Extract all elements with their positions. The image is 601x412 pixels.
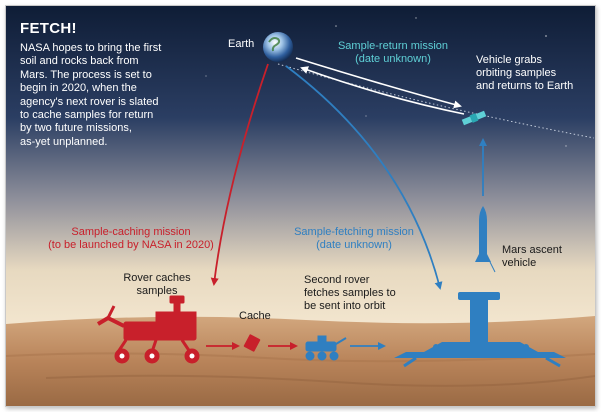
fetching-mission-title: Sample-fetching mission [294, 226, 414, 238]
ascent-vehicle-label: Mars ascent vehicle [502, 244, 562, 270]
second-rover-line: fetches samples to [304, 286, 396, 299]
earth-globe-icon [263, 32, 293, 62]
fetching-mission-arrow [285, 65, 443, 290]
ascent-vehicle-line: vehicle [502, 257, 537, 270]
fetching-mission-label: Sample-fetching mission (date unknown) [289, 226, 419, 252]
mars-surface [6, 316, 595, 406]
caching-rover-icon [96, 295, 200, 364]
intro-line: agency's next rover is slated [20, 95, 159, 108]
cache-label: Cache [239, 310, 271, 322]
fetching-rover-icon [305, 335, 347, 361]
mars-scene [6, 6, 595, 406]
caching-mission-date: (to be launched by NASA in 2020) [48, 239, 214, 252]
intro-paragraph: NASA hopes to bring the first soil and r… [20, 42, 161, 149]
return-mission-title: Sample-return mission [337, 40, 449, 52]
return-arrow-inbound [300, 66, 465, 115]
infographic-frame: FETCH! NASA hopes to bring the first soi… [5, 5, 596, 407]
return-mission-label: Sample-return mission (date unknown) [328, 40, 458, 66]
orbit-path [277, 63, 595, 139]
earth-label: Earth [228, 38, 255, 50]
lander-with-rocket-icon [394, 292, 566, 368]
intro-line: NASA hopes to bring the first [20, 42, 162, 54]
infographic-title: FETCH! [20, 20, 77, 37]
return-mission-date: (date unknown) [355, 53, 431, 66]
cache-icon [243, 334, 261, 352]
rover-caches-line: Rover caches [123, 272, 191, 284]
intro-line: by two future missions, [20, 122, 132, 135]
rover-caches-label: Rover caches samples [112, 272, 202, 298]
vehicle-grabs-label: Vehicle grabs orbiting samples and retur… [476, 54, 573, 94]
fetching-mission-date: (date unknown) [316, 239, 392, 252]
caching-mission-label: Sample-caching mission (to be launched b… [32, 226, 230, 252]
stars [205, 17, 567, 147]
intro-line: begin in 2020, when the [20, 82, 137, 95]
caching-mission-title: Sample-caching mission [71, 226, 191, 238]
mars-ascent-rocket-icon [475, 206, 491, 262]
intro-line: to cache samples for return [20, 109, 154, 122]
second-rover-line: Second rover [304, 274, 370, 286]
return-arrow-outbound [295, 57, 462, 109]
ascent-vehicle-line: Mars ascent [502, 244, 562, 256]
intro-line: Mars. The process is set to [20, 68, 152, 81]
intro-line: soil and rocks back from [20, 55, 139, 68]
vehicle-grabs-line: Vehicle grabs [476, 54, 543, 66]
intro-line: as-yet unplanned. [20, 135, 108, 148]
rover-caches-line: samples [136, 285, 178, 298]
vehicle-grabs-line: orbiting samples [476, 67, 557, 80]
second-rover-label: Second rover fetches samples to be sent … [304, 274, 396, 313]
second-rover-line: be sent into orbit [304, 299, 386, 312]
orbiter-spacecraft-icon [461, 110, 487, 126]
caching-mission-arrow [210, 63, 269, 286]
vehicle-grabs-line: and returns to Earth [476, 80, 574, 93]
